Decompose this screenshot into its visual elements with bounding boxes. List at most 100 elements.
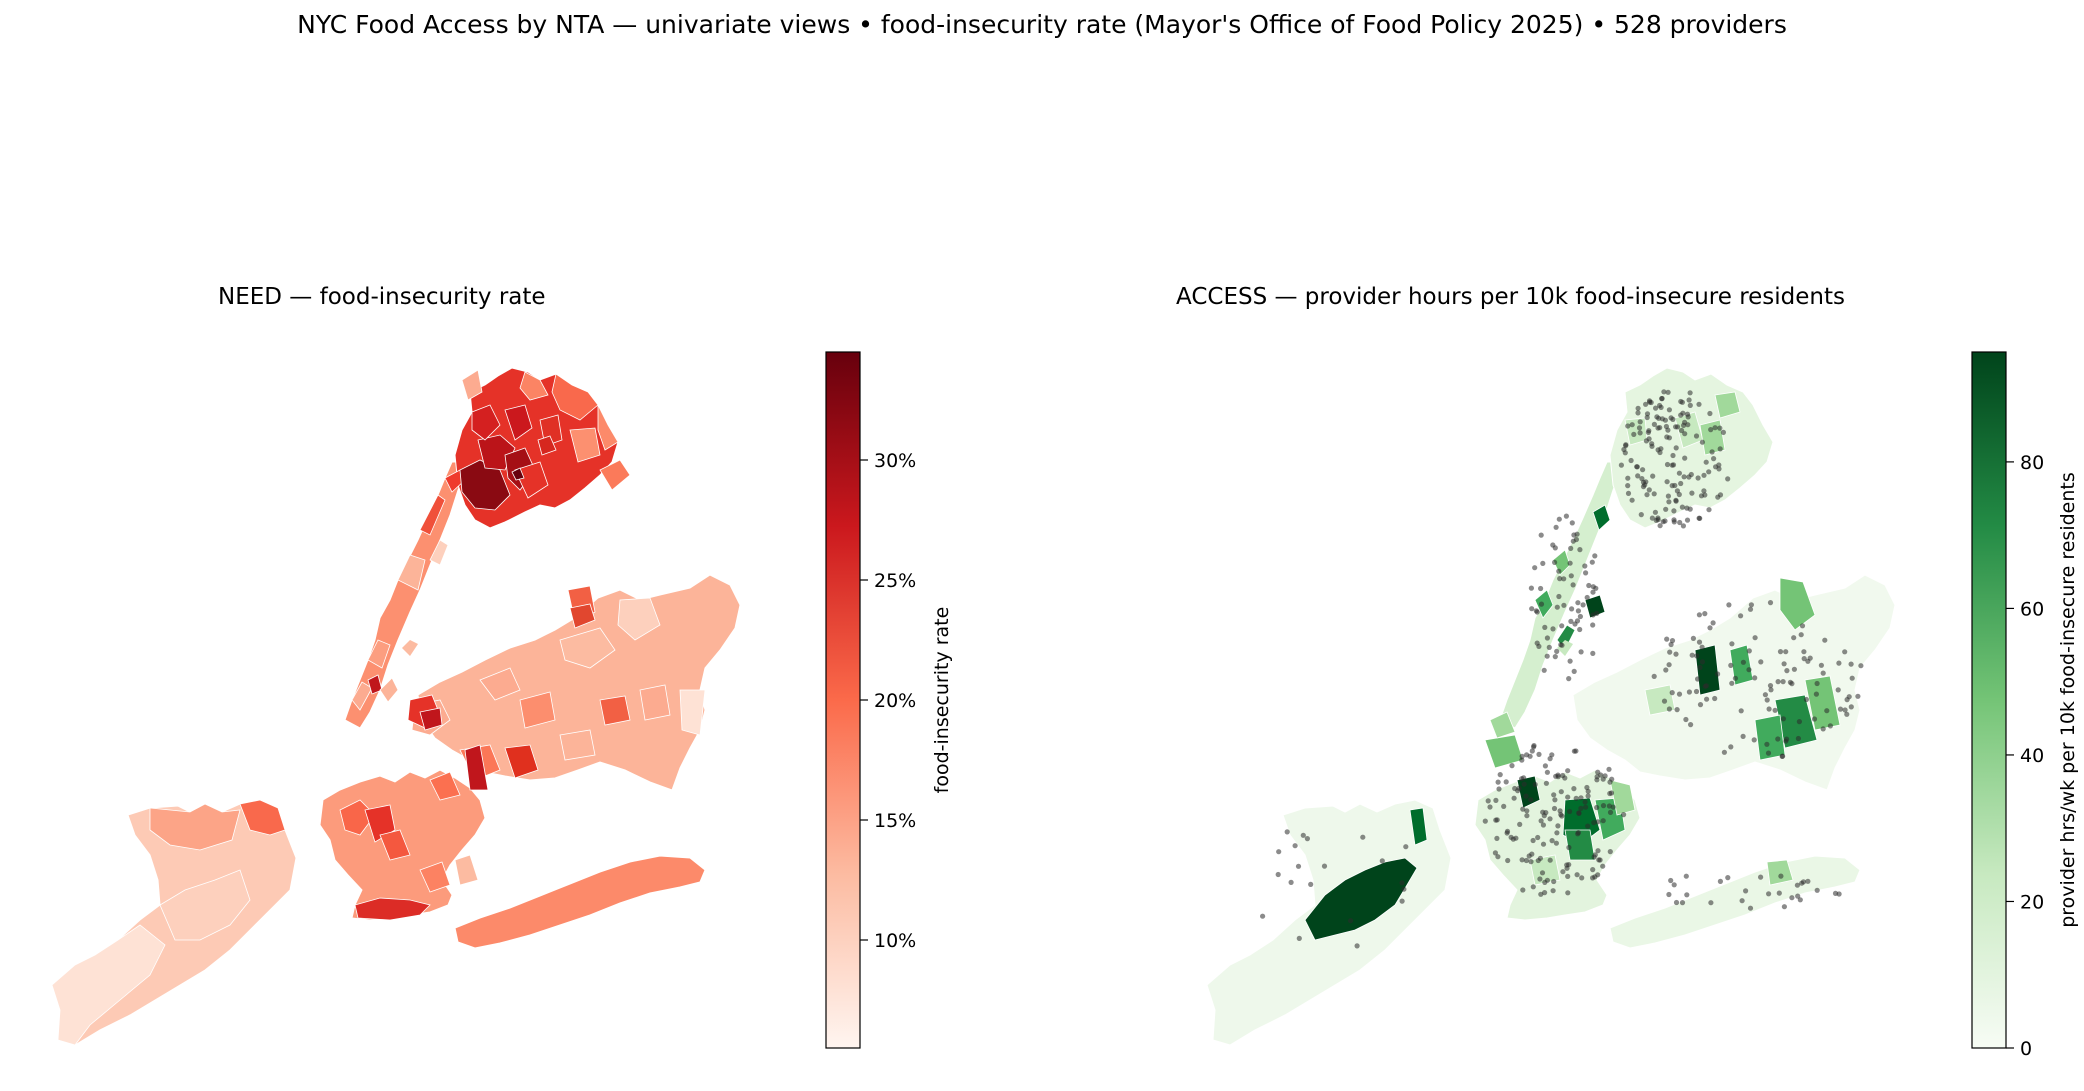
provider-dot (1530, 837, 1536, 844)
provider-dot (1569, 606, 1575, 612)
provider-dot (1716, 466, 1722, 472)
provider-dot (1629, 422, 1635, 428)
provider-dot (1497, 772, 1503, 778)
provider-dot (1655, 515, 1661, 521)
provider-dot (1694, 653, 1700, 659)
provider-dot (1784, 736, 1790, 742)
provider-dot (1644, 414, 1650, 421)
provider-dot (1696, 401, 1702, 407)
provider-dot (1693, 688, 1700, 695)
provider-dot (1635, 473, 1641, 479)
provider-dot (1399, 898, 1405, 904)
provider-dot (1671, 508, 1677, 514)
provider-dot (1842, 707, 1848, 713)
provider-dot (1671, 882, 1677, 888)
provider-dot (1673, 651, 1679, 657)
provider-dot (1699, 659, 1705, 665)
provider-dot (1794, 882, 1800, 888)
provider-dot (1520, 806, 1526, 812)
provider-dot (1670, 452, 1676, 459)
provider-dot (1652, 509, 1658, 515)
provider-dot (1671, 519, 1677, 525)
provider-dot (1595, 769, 1601, 775)
provider-dot (1651, 491, 1657, 497)
provider-dot (1814, 887, 1820, 893)
provider-dot (1607, 809, 1614, 816)
provider-dot (1541, 667, 1547, 673)
provider-dot (1585, 823, 1591, 829)
provider-dot (1636, 425, 1643, 431)
provider-dot (1687, 390, 1693, 396)
provider-dot (1544, 769, 1550, 775)
provider-dot (1701, 472, 1707, 478)
provider-dot (1791, 635, 1797, 641)
provider-dot (1651, 673, 1657, 680)
provider-locations (1260, 389, 1864, 949)
provider-dot (1578, 805, 1584, 812)
provider-dot (1673, 445, 1679, 451)
provider-dot (1848, 704, 1854, 710)
provider-dot (1664, 479, 1670, 485)
provider-dot (1563, 513, 1569, 519)
provider-dot (1844, 697, 1850, 703)
provider-dot (1542, 624, 1548, 631)
provider-dot (1565, 768, 1571, 774)
provider-dot (1689, 652, 1695, 658)
provider-dot (1590, 650, 1596, 657)
provider-dot (1685, 414, 1691, 420)
provider-dot (1644, 492, 1650, 498)
provider-dot (1625, 483, 1631, 489)
provider-dot (1663, 667, 1669, 673)
provider-dot (1710, 620, 1716, 626)
provider-dot (1547, 857, 1553, 863)
provider-dot (1695, 475, 1701, 481)
provider-dot (1625, 490, 1632, 496)
provider-dot (1653, 405, 1659, 411)
provider-dot (1717, 446, 1723, 452)
provider-dot (1621, 446, 1627, 453)
access-colorbar-label: provider hrs/wk per 10k food-insecure re… (2057, 472, 2079, 928)
provider-dot (1482, 818, 1488, 824)
provider-dot (1848, 661, 1854, 667)
figure-suptitle: NYC Food Access by NTA — univariate view… (297, 10, 1787, 39)
provider-dot (1552, 559, 1558, 566)
provider-dot (1496, 786, 1502, 792)
provider-dot (1536, 751, 1542, 758)
provider-dot (1697, 702, 1704, 708)
provider-dot (1655, 447, 1661, 453)
provider-dot (1798, 632, 1804, 638)
provider-dot (1696, 639, 1703, 645)
provider-dot (1827, 723, 1833, 729)
provider-dot (1553, 840, 1559, 846)
provider-dot (1505, 857, 1511, 864)
provider-dot (1665, 493, 1671, 499)
provider-dot (1321, 863, 1328, 869)
provider-dot (1666, 706, 1672, 712)
provider-dot (1677, 519, 1683, 526)
provider-dot (1631, 431, 1637, 437)
provider-dot (1805, 878, 1811, 884)
need-colorbar-ticks: 10% 15% 20% 25% 30% (860, 450, 916, 952)
provider-dot (1292, 843, 1298, 849)
provider-dot (1676, 470, 1682, 476)
provider-dot (1560, 869, 1566, 875)
access-colorbar: 0 20 40 60 80 provider hrs/wk per 10k food-i… (1971, 351, 2079, 1060)
provider-dot (1679, 399, 1685, 405)
provider-dot (1575, 608, 1581, 614)
provider-dot (1567, 560, 1573, 566)
provider-dot (1517, 821, 1523, 828)
provider-dot (1643, 401, 1649, 407)
provider-dot (1559, 623, 1565, 629)
need-colorbar-label: food-insecurity rate (931, 607, 953, 794)
provider-dot (1634, 464, 1640, 470)
provider-dot (1537, 876, 1543, 882)
provider-dot (1260, 913, 1266, 919)
provider-dot (1521, 775, 1527, 781)
provider-dot (1702, 611, 1708, 617)
provider-dot (1600, 776, 1606, 782)
provider-dot (1534, 609, 1540, 615)
access-tick-label: 0 (2020, 1038, 2032, 1060)
provider-dot (1739, 898, 1745, 904)
provider-dot (1590, 867, 1596, 873)
